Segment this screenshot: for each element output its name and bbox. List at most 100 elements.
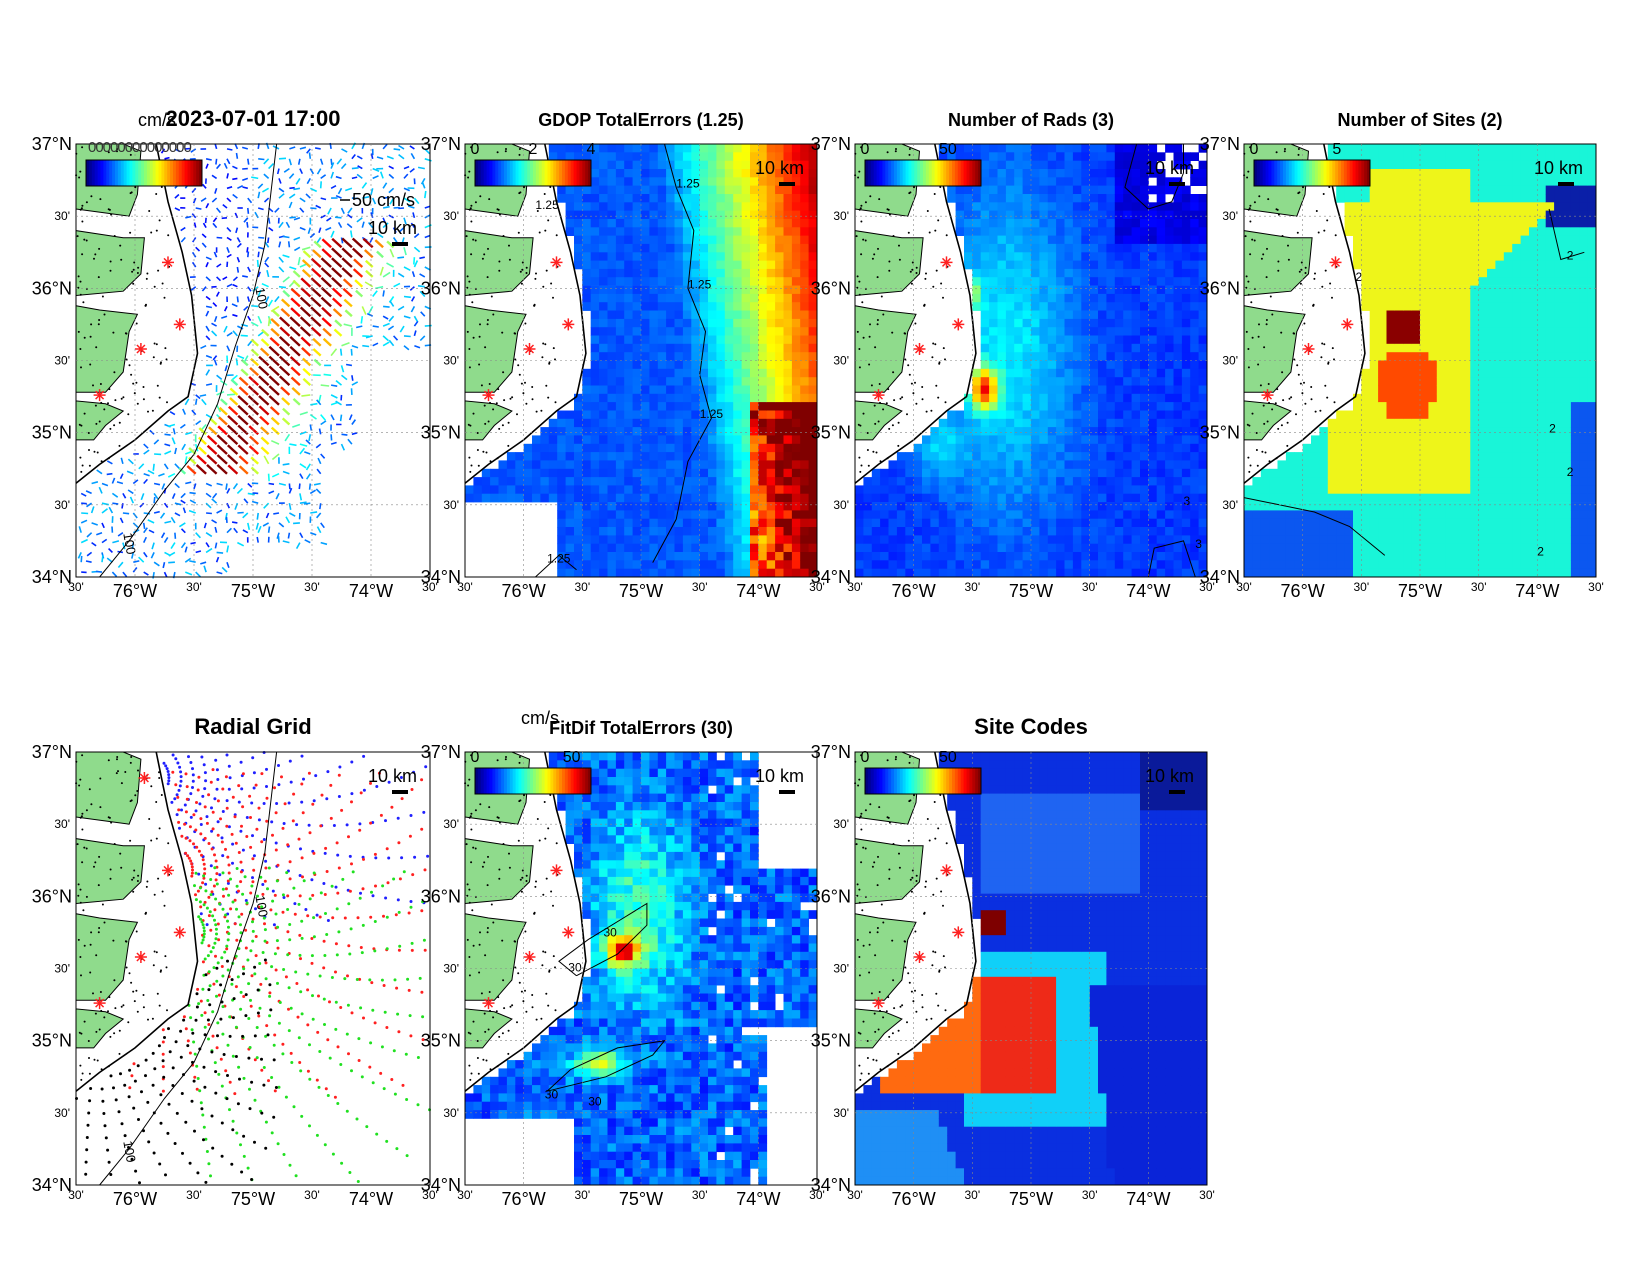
cell [699,535,709,545]
current-vector [111,492,119,498]
current-vector [310,257,322,268]
cell [607,343,617,353]
cell [791,368,801,378]
cell [1081,485,1091,495]
shore-dot [915,266,918,269]
colorbar-swatch [882,160,886,186]
current-vector [246,247,249,253]
cell [1039,385,1049,395]
current-vector [174,532,177,539]
current-vector [331,257,343,268]
current-vector [411,271,416,278]
cell [599,169,608,178]
cell [1114,343,1124,353]
shore-dot [914,381,916,384]
colorbar-swatch [132,160,136,186]
cell [607,435,617,445]
cell [997,435,1007,445]
shore-dot [860,253,863,256]
current-vector [201,242,207,248]
cell [1031,352,1040,361]
cell [1098,443,1107,453]
cell [557,144,566,153]
shore-dot [541,356,544,359]
cell [1114,169,1124,178]
cell [682,169,692,178]
cell [649,377,659,386]
cell [1106,185,1116,195]
cell [964,510,973,520]
cell [896,460,906,470]
current-vector [357,165,363,170]
shore-dot [142,386,145,388]
cell [964,144,973,153]
current-vector [277,536,280,543]
shore-dot [483,404,486,407]
cell [699,468,709,478]
cell [1123,485,1132,495]
cell [783,160,793,170]
cell [766,510,776,520]
cell [708,293,717,303]
cell [808,310,818,320]
cell [674,218,684,228]
cell [972,202,982,211]
cell [1140,427,1149,436]
cell [1072,418,1082,428]
current-vector [289,345,301,357]
cell [590,310,600,320]
cell [733,543,742,553]
cell [1123,527,1132,536]
cell [775,277,784,286]
current-vector [260,426,270,436]
current-vector [164,450,172,455]
cell [955,202,965,211]
cell [1089,393,1099,403]
cell [1072,277,1082,286]
shore-dot [862,238,865,241]
cell [1106,560,1116,569]
cell [1156,377,1166,386]
cell [632,452,642,461]
cell [1089,152,1099,161]
cell [1072,443,1082,453]
cell [964,218,973,228]
cell [1089,493,1099,503]
cell [641,327,650,336]
current-vector [200,197,207,202]
cell [733,302,742,311]
cell [540,493,550,503]
current-vector [403,295,411,299]
cell [1123,293,1132,303]
cell [1156,327,1166,336]
cell [808,252,818,261]
current-vector [263,455,270,465]
cell [657,243,667,253]
cell [997,468,1007,478]
current-vector [226,527,232,534]
cell [1173,202,1183,211]
cell [888,510,898,520]
shore-dot [82,301,85,304]
current-vector [170,516,176,524]
cell [1140,360,1149,370]
cell [682,293,692,303]
cell [1022,435,1032,445]
cell [1131,527,1141,536]
cell [632,235,642,245]
cell [590,535,600,545]
shore-dot [514,332,517,335]
cell [800,243,809,253]
cell [791,185,801,195]
cell [1022,368,1032,378]
cell [938,418,948,428]
current-vector [305,439,311,445]
cell [1098,552,1107,561]
current-vector [318,227,322,234]
cell [758,302,768,311]
cell [1190,560,1199,569]
cell [1098,243,1107,253]
shore-dot [518,148,521,150]
cell [1014,268,1023,278]
current-vector [237,354,245,360]
